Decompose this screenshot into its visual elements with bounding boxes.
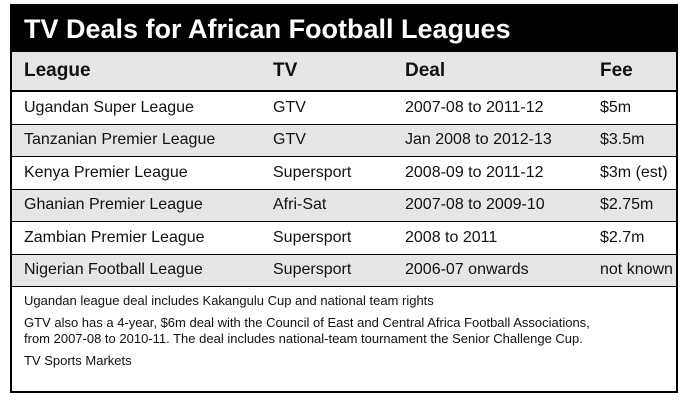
table-row: Zambian Premier League Supersport 2008 t… bbox=[12, 222, 676, 255]
fee-cell: $3.5m bbox=[600, 131, 645, 149]
deal-cell: Jan 2008 to 2012-13 bbox=[405, 131, 552, 149]
source-credit: TV Sports Markets bbox=[24, 353, 132, 368]
league-cell: Zambian Premier League bbox=[24, 228, 205, 246]
deal-cell: 2006-07 onwards bbox=[405, 261, 529, 279]
table-row: Kenya Premier League Supersport 2008-09 … bbox=[12, 157, 676, 190]
fee-cell: $2.75m bbox=[600, 196, 654, 214]
league-cell: Tanzanian Premier League bbox=[24, 131, 216, 149]
league-cell: Nigerian Football League bbox=[24, 261, 203, 279]
note-gtv-line1: GTV also has a 4-year, $6m deal with the… bbox=[24, 315, 590, 330]
fee-cell: $3m (est) bbox=[600, 163, 668, 181]
tv-cell: GTV bbox=[273, 131, 306, 149]
tv-cell: Supersport bbox=[273, 261, 352, 279]
table-title: TV Deals for African Football Leagues bbox=[12, 6, 676, 52]
fee-cell: not known bbox=[600, 261, 673, 279]
deal-cell: 2008-09 to 2011-12 bbox=[405, 163, 544, 181]
league-cell: Kenya Premier League bbox=[24, 163, 188, 181]
deal-cell: 2008 to 2011 bbox=[405, 228, 498, 246]
table-row: Ghanian Premier League Afri-Sat 2007-08 … bbox=[12, 189, 676, 222]
header-deal: Deal bbox=[405, 60, 446, 81]
tv-cell: GTV bbox=[273, 98, 306, 116]
deal-cell: 2007-08 to 2011-12 bbox=[405, 98, 544, 116]
table-row: Tanzanian Premier League GTV Jan 2008 to… bbox=[12, 124, 676, 157]
tv-cell: Supersport bbox=[273, 163, 352, 181]
note-gtv: GTV also has a 4-year, $6m deal with the… bbox=[24, 315, 664, 347]
table-row: Ugandan Super League GTV 2007-08 to 2011… bbox=[12, 92, 676, 125]
header-league: League bbox=[24, 60, 91, 81]
fee-cell: $2.7m bbox=[600, 228, 645, 246]
deal-cell: 2007-08 to 2009-10 bbox=[405, 196, 545, 214]
header-fee: Fee bbox=[600, 60, 633, 81]
deals-table-frame: TV Deals for African Football Leagues Le… bbox=[10, 4, 678, 393]
tv-cell: Afri-Sat bbox=[273, 196, 327, 214]
note-gtv-line2: from 2007-08 to 2010-11. The deal includ… bbox=[24, 331, 583, 346]
note-uganda: Ugandan league deal includes Kakangulu C… bbox=[24, 293, 434, 308]
league-cell: Ugandan Super League bbox=[24, 98, 194, 116]
header-tv: TV bbox=[273, 60, 298, 81]
table-header-row: League TV Deal Fee bbox=[12, 52, 676, 92]
league-cell: Ghanian Premier League bbox=[24, 196, 203, 214]
table-row: Nigerian Football League Supersport 2006… bbox=[12, 254, 676, 287]
table-notes: Ugandan league deal includes Kakangulu C… bbox=[24, 293, 664, 375]
fee-cell: $5m bbox=[600, 98, 632, 116]
deals-table: League TV Deal Fee Ugandan Super League … bbox=[12, 52, 676, 287]
tv-cell: Supersport bbox=[273, 228, 352, 246]
